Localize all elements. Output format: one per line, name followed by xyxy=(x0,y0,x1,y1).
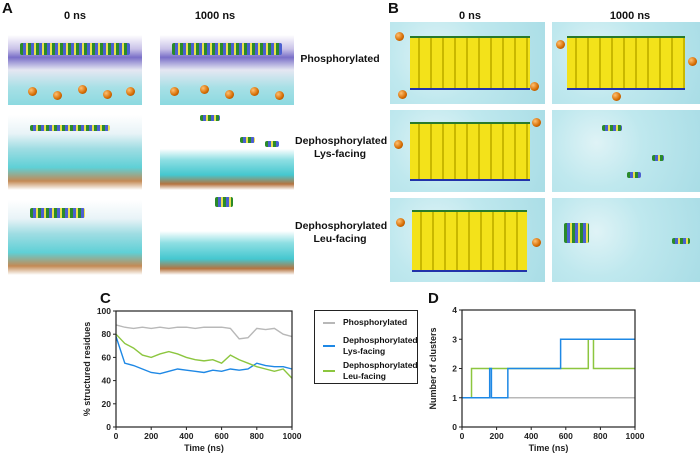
series-line-0-1 xyxy=(115,336,293,375)
legend-item-leu: Dephosphorylated Leu-facing xyxy=(343,360,418,381)
series-line-1-2 xyxy=(462,338,635,399)
legend-item-phos: Phosphorylated xyxy=(343,317,408,327)
snapshot-a-leu-0ns xyxy=(8,200,142,275)
x-tick-label: 800 xyxy=(593,431,607,441)
row-label-phosphorylated: Phosphorylated xyxy=(295,53,385,66)
panel-label-a: A xyxy=(2,0,13,17)
x-tick-label: 400 xyxy=(179,431,193,441)
legend-swatch xyxy=(323,322,335,324)
legend-swatch xyxy=(323,345,335,347)
panel-a-header-1000ns: 1000 ns xyxy=(194,10,236,22)
row-label-leu: Dephosphorylated Leu-facing xyxy=(295,220,388,246)
row-label-line: Lys-facing xyxy=(313,148,367,160)
snapshot-b-leu-1000ns xyxy=(552,198,700,282)
y-tick-label: 2 xyxy=(452,364,457,374)
y-tick-label: 40 xyxy=(102,376,112,386)
y-tick-label: 0 xyxy=(452,422,457,432)
row-label-line: Dephosphorylated xyxy=(295,220,388,232)
panel-a-header-0ns: 0 ns xyxy=(63,10,86,22)
y-tick-label: 80 xyxy=(102,329,112,339)
y-tick-label: 100 xyxy=(97,306,111,316)
snapshot-b-leu-0ns xyxy=(390,198,545,282)
snapshot-a-lys-1000ns xyxy=(160,115,294,190)
y-tick-label: 3 xyxy=(452,334,457,344)
x-tick-label: 600 xyxy=(559,431,573,441)
x-tick-label: 1000 xyxy=(283,431,302,441)
snapshot-a-leu-1000ns xyxy=(160,195,294,275)
row-label-line: Phosphorylated xyxy=(300,53,380,65)
x-axis-label: Time (ns) xyxy=(529,443,569,453)
series-line-0-2 xyxy=(115,333,293,379)
snapshot-b-phos-0ns xyxy=(390,22,545,104)
y-axis-label: % structured residues xyxy=(82,322,92,417)
row-label-lys: Dephosphorylated Lys-facing xyxy=(295,135,388,161)
plot-frame-0 xyxy=(115,310,293,428)
legend-c: Phosphorylated Dephosphorylated Lys-facin… xyxy=(314,310,418,384)
x-tick-label: 0 xyxy=(460,431,465,441)
x-tick-label: 600 xyxy=(215,431,229,441)
snapshot-a-lys-0ns xyxy=(8,115,142,190)
panel-label-d: D xyxy=(428,290,439,307)
x-tick-label: 200 xyxy=(144,431,158,441)
x-axis-label: Time (ns) xyxy=(184,443,224,453)
snapshot-b-phos-1000ns xyxy=(552,22,700,104)
panel-b-header-1000ns: 1000 ns xyxy=(609,10,651,22)
row-label-line: Dephosphorylated xyxy=(295,135,388,147)
panel-label-b: B xyxy=(388,0,399,17)
legend-swatch xyxy=(323,370,335,372)
snapshot-b-lys-1000ns xyxy=(552,110,700,192)
y-tick-label: 4 xyxy=(452,305,457,315)
panel-label-c: C xyxy=(100,290,111,307)
snapshot-a-phos-1000ns xyxy=(160,35,294,105)
row-label-line: Leu-facing xyxy=(313,233,367,245)
series-line-1-1 xyxy=(462,338,635,399)
y-tick-label: 60 xyxy=(102,352,112,362)
y-tick-label: 20 xyxy=(102,399,112,409)
x-tick-label: 0 xyxy=(114,431,119,441)
y-axis-label: Number of clusters xyxy=(428,327,438,409)
x-tick-label: 800 xyxy=(250,431,264,441)
snapshot-b-lys-0ns xyxy=(390,110,545,192)
y-tick-label: 0 xyxy=(106,422,111,432)
legend-item-lys: Dephosphorylated Lys-facing xyxy=(343,335,418,356)
x-tick-label: 400 xyxy=(524,431,538,441)
x-tick-label: 1000 xyxy=(626,431,645,441)
y-tick-label: 1 xyxy=(452,393,457,403)
x-tick-label: 200 xyxy=(490,431,504,441)
snapshot-a-phos-0ns xyxy=(8,35,142,105)
series-line-0-0 xyxy=(115,324,293,340)
panel-b-header-0ns: 0 ns xyxy=(458,10,481,22)
